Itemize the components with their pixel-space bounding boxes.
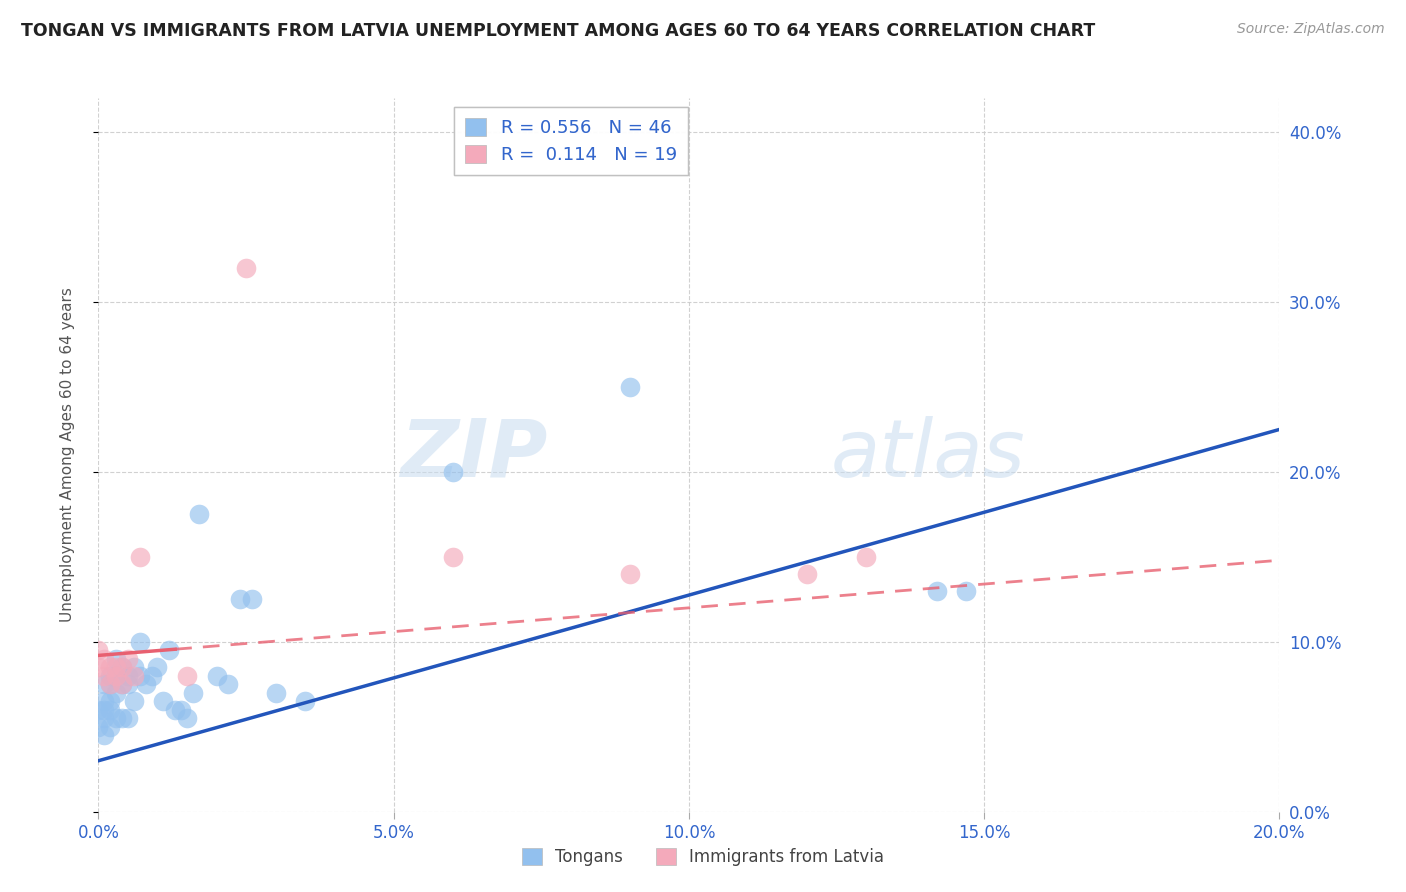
Point [105, 711, 128, 725]
Point [105, 686, 128, 700]
Point [619, 566, 641, 581]
Point [111, 660, 134, 674]
Point [111, 677, 134, 691]
Point [796, 566, 818, 581]
Y-axis label: Unemployment Among Ages 60 to 64 years: Unemployment Among Ages 60 to 64 years [60, 287, 75, 623]
Point [111, 660, 134, 674]
Point [135, 677, 157, 691]
Point [93, 669, 115, 683]
Point [105, 669, 128, 683]
Point [146, 660, 169, 674]
Point [264, 686, 287, 700]
Point [98, 677, 121, 691]
Point [87, 643, 110, 657]
Point [955, 583, 977, 598]
Point [176, 669, 198, 683]
Point [141, 669, 163, 683]
Point [105, 652, 128, 666]
Point [229, 592, 252, 607]
Point [855, 549, 877, 564]
Point [181, 686, 204, 700]
Point [93, 711, 115, 725]
Point [105, 669, 128, 683]
Point [117, 669, 139, 683]
Text: atlas: atlas [831, 416, 1025, 494]
Point [925, 583, 948, 598]
Point [165, 703, 187, 717]
Point [176, 711, 198, 725]
Point [93, 728, 115, 742]
Point [128, 549, 150, 564]
Point [240, 592, 263, 607]
Point [93, 694, 115, 708]
Point [205, 669, 228, 683]
Point [98, 677, 121, 691]
Point [441, 465, 464, 479]
Point [111, 711, 134, 725]
Point [93, 703, 115, 717]
Text: TONGAN VS IMMIGRANTS FROM LATVIA UNEMPLOYMENT AMONG AGES 60 TO 64 YEARS CORRELAT: TONGAN VS IMMIGRANTS FROM LATVIA UNEMPLO… [21, 22, 1095, 40]
Point [105, 660, 128, 674]
Point [117, 677, 139, 691]
Legend: R = 0.556   N = 46, R =  0.114   N = 19: R = 0.556 N = 46, R = 0.114 N = 19 [454, 107, 688, 175]
Point [217, 677, 239, 691]
Point [98, 660, 121, 674]
Point [152, 694, 174, 708]
Point [128, 635, 150, 649]
Text: Source: ZipAtlas.com: Source: ZipAtlas.com [1237, 22, 1385, 37]
Point [122, 660, 145, 674]
Text: ZIP: ZIP [399, 416, 547, 494]
Point [93, 677, 115, 691]
Point [157, 643, 180, 657]
Point [111, 677, 134, 691]
Point [98, 720, 121, 734]
Point [117, 711, 139, 725]
Point [98, 694, 121, 708]
Point [170, 703, 193, 717]
Point [235, 260, 257, 275]
Point [87, 660, 110, 674]
Legend: Tongans, Immigrants from Latvia: Tongans, Immigrants from Latvia [513, 840, 893, 875]
Point [98, 703, 121, 717]
Point [128, 669, 150, 683]
Point [87, 720, 110, 734]
Point [619, 380, 641, 394]
Point [187, 508, 209, 522]
Point [98, 669, 121, 683]
Point [122, 669, 145, 683]
Point [122, 694, 145, 708]
Point [117, 652, 139, 666]
Point [93, 652, 115, 666]
Point [87, 703, 110, 717]
Point [441, 549, 464, 564]
Point [294, 694, 316, 708]
